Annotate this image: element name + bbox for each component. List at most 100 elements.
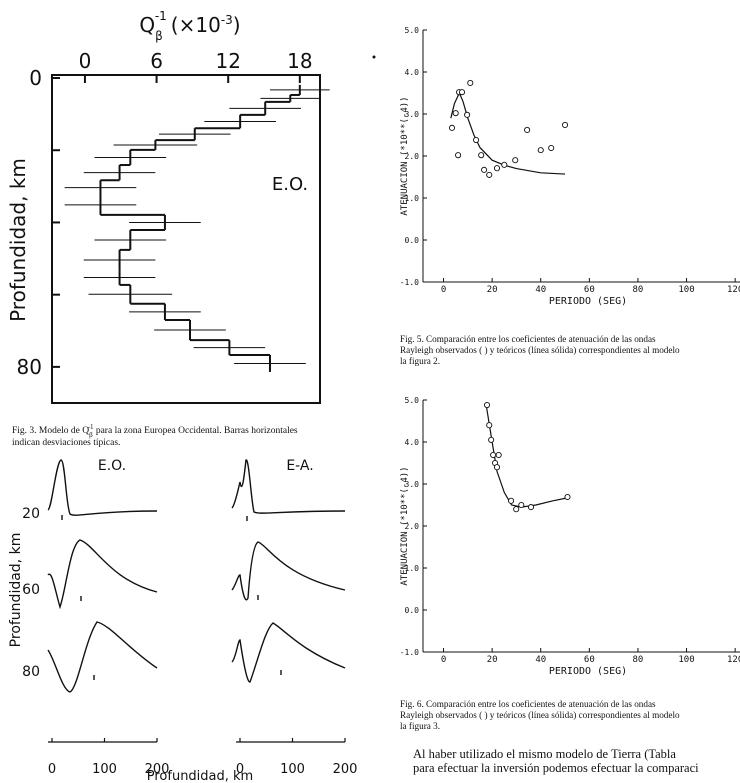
observed-point <box>493 165 501 172</box>
caption: Fig. 5. Comparación entre los coeficient… <box>400 334 656 344</box>
observed-point <box>564 493 571 501</box>
column-title: E.O. <box>98 458 126 474</box>
y-axis-label: ATENUACION (*10**(-4)) <box>400 466 410 585</box>
y-tick-label: 3.0 <box>405 110 420 119</box>
x-tick-label: 40 <box>535 655 546 665</box>
kernel-curve <box>231 541 346 601</box>
x-tick-label: 6 <box>150 49 163 73</box>
observed-point <box>455 152 462 159</box>
kernel-curve <box>231 622 346 683</box>
observed-point <box>458 89 466 96</box>
row-label: 60 <box>22 582 40 598</box>
x-tick-label: 60 <box>584 285 595 295</box>
y-tick-label: 2.0 <box>405 522 420 531</box>
observed-point <box>464 111 471 118</box>
observed-point <box>524 126 531 134</box>
caption-part: β <box>89 431 93 439</box>
caption-part: para la zona Europea Occidental. Barras … <box>93 426 297 436</box>
x-tick-label: 200 <box>145 762 170 777</box>
caption: Rayleigh observados ( ) y teóricos (líne… <box>400 710 680 720</box>
body-text: Al haber utilizado el mismo modelo de Ti… <box>413 747 676 761</box>
y-tick-label: 1.0 <box>405 564 420 573</box>
y-axis-label: Profundidad, km <box>6 158 30 322</box>
x-axis-label-part: (×10 <box>171 13 221 37</box>
caption-part: Fig. 3. Modelo de Q <box>12 426 89 436</box>
y-tick-label: 5.0 <box>405 26 420 35</box>
observed-point <box>486 422 493 429</box>
y-tick-label: 5.0 <box>405 396 420 405</box>
y-tick-label: 80 <box>17 355 42 379</box>
y-tick-label: 4.0 <box>405 438 420 447</box>
x-tick-label: 100 <box>678 285 694 295</box>
caption: indican desviaciones típicas. <box>12 438 120 448</box>
observed-point <box>473 136 480 144</box>
x-tick-label: 100 <box>678 655 694 665</box>
observed-point <box>548 144 555 152</box>
observed-point <box>501 161 508 168</box>
y-tick-label: 0.0 <box>405 236 420 245</box>
observed-point <box>561 121 569 128</box>
observed-point <box>490 451 497 459</box>
x-tick-label: 80 <box>633 285 644 295</box>
y-tick-label: 0.0 <box>405 606 420 615</box>
y-tick-label: 0 <box>29 66 42 90</box>
x-axis-label-part: -1 <box>155 9 167 23</box>
observed-point <box>527 504 535 511</box>
y-tick-label: 2.0 <box>405 152 420 161</box>
observed-point <box>537 147 544 154</box>
x-axis-label-part: -3 <box>221 13 233 27</box>
observed-point <box>483 401 491 409</box>
annotation: E.O. <box>272 174 308 195</box>
plot-frame <box>51 74 321 404</box>
x-tick-label: 80 <box>633 655 644 665</box>
x-tick-label: 0 <box>48 762 56 777</box>
y-tick-label: 1.0 <box>405 194 420 203</box>
y-axis-label: Profundidad, km <box>8 533 24 648</box>
kernel-marker <box>61 515 282 680</box>
x-axis-label: Qβ -1 (×10-3) <box>139 9 240 43</box>
model-curve <box>485 404 568 508</box>
observed-point <box>512 157 519 164</box>
x-tick-label: 0 <box>79 49 92 73</box>
y-tick-label: -1.0 <box>400 278 419 287</box>
x-tick-label: 40 <box>535 285 546 295</box>
kernel-curve <box>47 459 158 516</box>
observed-point <box>488 436 495 443</box>
x-axis-label-part: Q <box>139 13 155 37</box>
observed-point <box>513 506 520 513</box>
x-axis-label: PERIODO (SEG) <box>549 296 627 307</box>
x-tick-label: 20 <box>487 285 498 295</box>
x-tick-label: 100 <box>280 762 305 777</box>
x-tick-label: 120 <box>727 655 740 665</box>
y-axis-label: ATENUACION (*10**(-4)) <box>400 96 410 215</box>
observed-point <box>495 451 502 459</box>
observed-point <box>478 152 485 159</box>
caption: Fig. 3. Modelo de Qβ-1 para la zona Euro… <box>12 423 298 439</box>
x-tick-label: 200 <box>333 762 358 777</box>
observed-point <box>518 501 525 509</box>
body-text: para efectuar la inversión podemos efect… <box>413 761 699 775</box>
x-tick-label: 60 <box>584 655 595 665</box>
x-tick-label: 0 <box>441 655 446 665</box>
y-tick-label: -1.0 <box>400 648 419 657</box>
column-title: E-A. <box>286 458 313 474</box>
x-axis-label: PERIODO (SEG) <box>549 666 627 677</box>
x-tick-label: 20 <box>487 655 498 665</box>
y-tick-label: 4.0 <box>405 68 420 77</box>
y-tick-label: 3.0 <box>405 480 420 489</box>
x-tick-label: 100 <box>92 762 117 777</box>
kernel-curve <box>231 459 346 514</box>
caption: la figura 2. <box>400 356 440 366</box>
x-axis-label-part: ) <box>233 13 241 37</box>
kernel-curves <box>47 459 346 693</box>
observed-point <box>481 166 488 173</box>
kernel-curve <box>47 621 158 693</box>
row-label: 20 <box>22 506 40 522</box>
x-tick-label: 120 <box>727 285 740 295</box>
caption-part: -1 <box>88 423 94 431</box>
x-tick-label: 0 <box>441 285 446 295</box>
x-tick-label: 0 <box>236 762 244 777</box>
speck <box>372 55 376 59</box>
observed-point <box>448 124 456 131</box>
